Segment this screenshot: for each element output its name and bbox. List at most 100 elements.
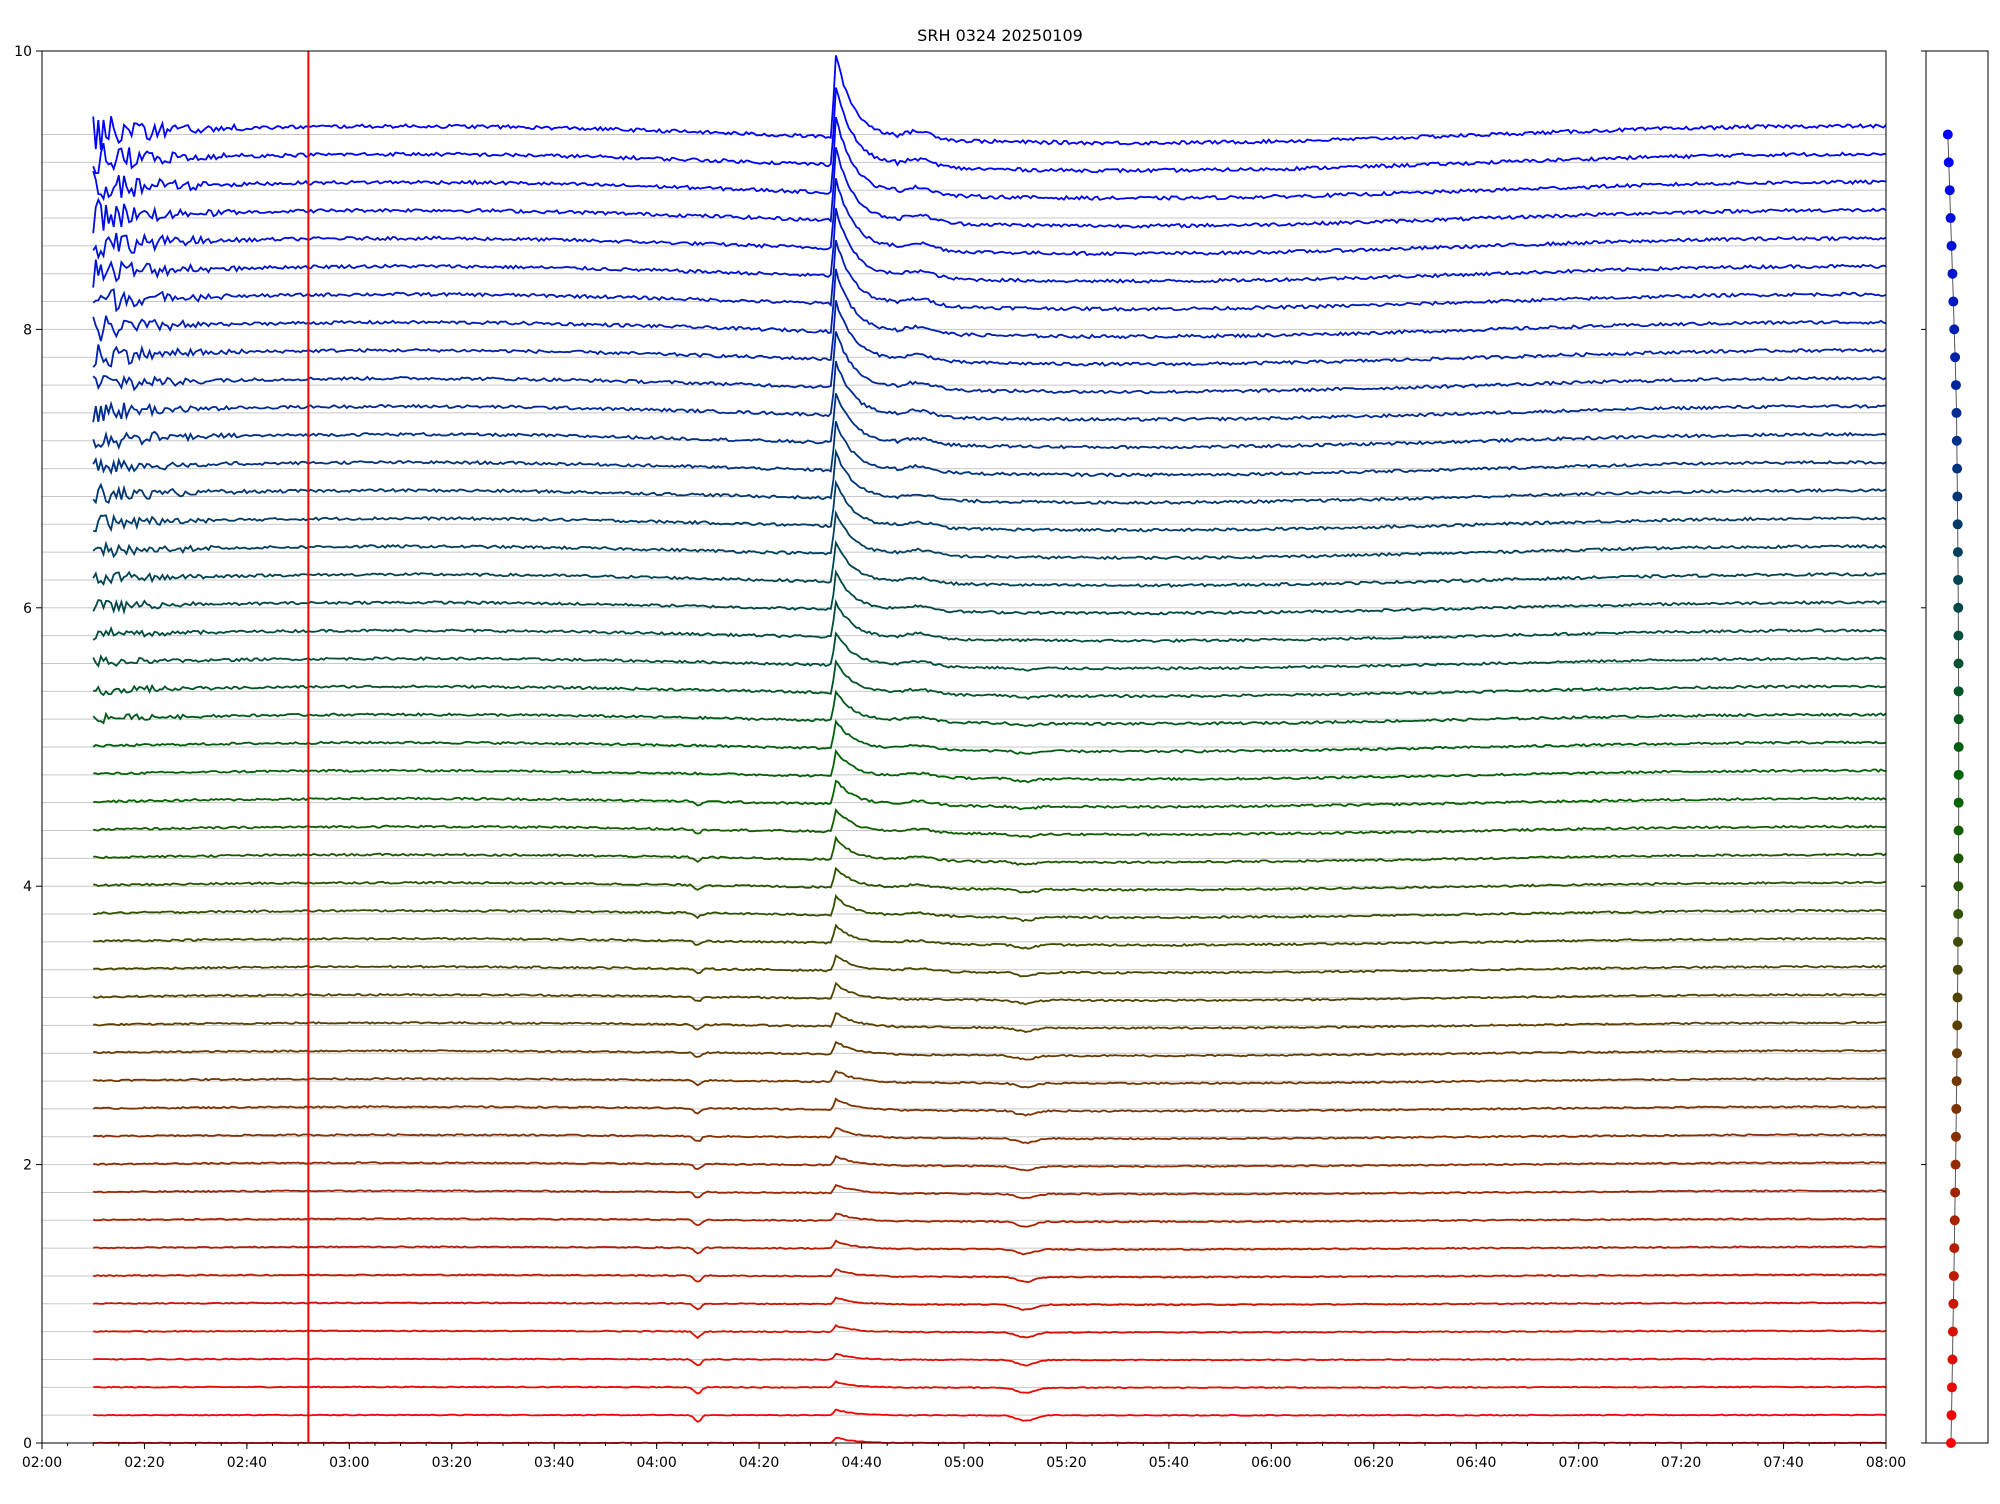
trace-line (93, 1352, 1886, 1367)
side-profile-point (1951, 407, 1962, 418)
side-profile-point (1953, 658, 1964, 669)
trace-line (93, 658, 1887, 701)
trace-line (93, 923, 1887, 950)
trace-line (92, 631, 1887, 672)
x-tick-label: 03:00 (329, 1455, 369, 1471)
x-tick-label: 03:40 (534, 1455, 574, 1471)
trace-line (93, 1380, 1887, 1395)
side-profile-point (1951, 435, 1962, 446)
side-profile-point (1952, 964, 1963, 975)
x-tick-label: 05:40 (1149, 1455, 1189, 1471)
x-tick-label: 02:40 (227, 1455, 267, 1471)
trace-line (92, 807, 1887, 839)
trace-line (93, 1127, 1887, 1145)
trace-line (92, 689, 1887, 728)
side-profile-point (1944, 185, 1955, 196)
side-profile-point (1953, 825, 1964, 836)
trace-line (93, 779, 1887, 811)
trace-line (93, 1040, 1887, 1061)
side-profile-point (1949, 324, 1960, 335)
y-axis: 0 2 4 6 8 10 (14, 44, 42, 1452)
side-profile-point (1953, 881, 1964, 892)
trace-line (92, 981, 1887, 1006)
trace-line (93, 1436, 1886, 1444)
side-profile-point (1950, 1159, 1961, 1170)
side-profile-point (1949, 1215, 1960, 1226)
trace-line (92, 300, 1887, 368)
trace-line (92, 55, 1887, 150)
side-profile-point (1952, 463, 1963, 474)
side-profile-point (1951, 1048, 1962, 1059)
trace-line (92, 1212, 1887, 1228)
trace-line (92, 268, 1887, 342)
trace-line (93, 1069, 1887, 1089)
side-profile-point (1952, 519, 1963, 530)
side-profile-point (1950, 380, 1961, 391)
side-profile-point (1952, 992, 1963, 1003)
trace-line (92, 178, 1887, 261)
trace-line (92, 509, 1887, 561)
x-tick-label: 07:20 (1661, 1455, 1701, 1471)
trace-line (93, 1154, 1887, 1172)
side-profile-point (1952, 491, 1963, 502)
side-profile-point (1942, 129, 1953, 140)
trace-line (92, 239, 1887, 313)
side-profile-point (1953, 602, 1964, 613)
trace-line (92, 719, 1887, 755)
side-profile-point (1945, 213, 1956, 224)
trace-line (92, 539, 1887, 588)
trace-line (93, 954, 1887, 978)
side-profile-point (1952, 1020, 1963, 1031)
side-profile-point (1947, 1326, 1958, 1337)
side-profile-point (1952, 547, 1963, 558)
x-tick-label: 03:20 (432, 1455, 472, 1471)
trace-line (93, 866, 1887, 894)
side-profile-point (1953, 686, 1964, 697)
side-profile-point (1953, 909, 1964, 920)
trace-line (93, 748, 1887, 784)
trace-line (92, 448, 1887, 505)
side-profile-point (1953, 742, 1964, 752)
grid-lines (42, 134, 1886, 1444)
side-profile-point (1950, 352, 1961, 363)
side-profile-point (1953, 797, 1964, 808)
side-profile-point (1953, 853, 1964, 864)
side-profile-point (1946, 1438, 1956, 1448)
y-tick-label: 2 (23, 1158, 32, 1174)
trace-line (93, 1296, 1887, 1311)
trace-line (93, 1012, 1887, 1033)
side-profile-point (1953, 630, 1964, 641)
side-profile-point (1943, 157, 1954, 168)
side-profile-point (1951, 1103, 1962, 1114)
x-tick-label: 05:20 (1046, 1455, 1086, 1471)
trace-line (92, 116, 1887, 202)
trace-line (92, 331, 1887, 395)
side-profile-point (1953, 574, 1964, 585)
trace-line (93, 1239, 1886, 1256)
y-tick-label: 0 (23, 1436, 32, 1452)
side-profile-point (1946, 1410, 1957, 1421)
side-profile-point (1953, 714, 1964, 725)
side-profile-point (1947, 1354, 1958, 1365)
x-tick-label: 07:40 (1763, 1455, 1803, 1471)
side-profile-point (1948, 1270, 1959, 1281)
x-tick-label: 04:40 (841, 1455, 881, 1471)
trace-line (92, 360, 1887, 423)
side-profile-point (1950, 1131, 1961, 1142)
y-tick-label: 8 (23, 322, 32, 338)
x-axis: 02:00 02:20 02:40 03:00 03:20 03:40 04:00 04:20… (22, 1443, 1906, 1471)
side-profile-point (1948, 1298, 1959, 1309)
trace-line (92, 87, 1887, 175)
chart-title: SRH 0324 20250109 (917, 26, 1083, 45)
trace-line (93, 1408, 1887, 1423)
trace-line (92, 392, 1887, 451)
trace-line (93, 1268, 1887, 1284)
side-panel (1921, 50, 1989, 1448)
trace-line (92, 208, 1887, 288)
side-profile-point (1953, 936, 1964, 947)
side-profile-point (1946, 1382, 1957, 1393)
trace-line (92, 147, 1887, 234)
x-tick-label: 08:00 (1866, 1455, 1906, 1471)
